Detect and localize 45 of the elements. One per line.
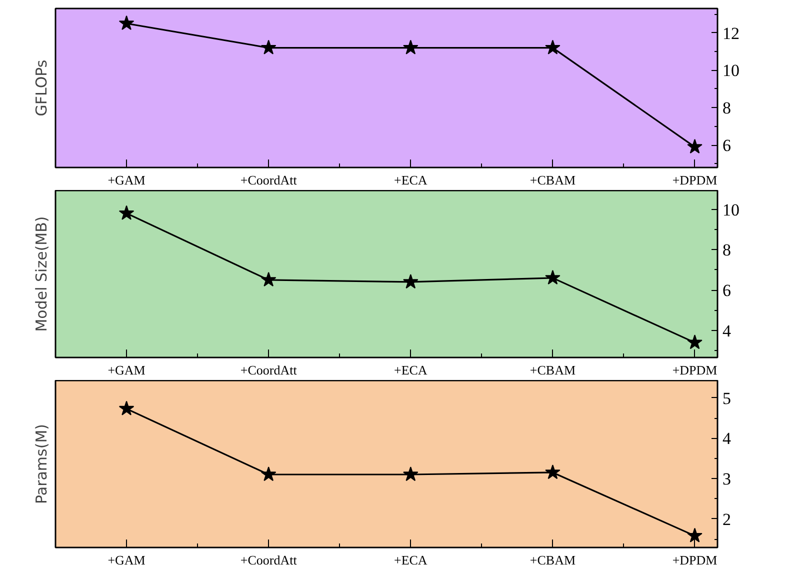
y-axis-title: Model Size(MB) bbox=[32, 216, 50, 332]
y-tick-label: 2 bbox=[722, 510, 731, 529]
point bbox=[260, 272, 276, 287]
point bbox=[260, 466, 276, 482]
point bbox=[118, 400, 134, 416]
point bbox=[260, 40, 276, 54]
point bbox=[687, 138, 702, 154]
x-tick-label: +GAM bbox=[108, 362, 146, 378]
y-tick-label: 12 bbox=[722, 24, 740, 43]
y-tick-label: 10 bbox=[722, 200, 740, 220]
point bbox=[545, 40, 560, 54]
x-tick-label: +CoordAtt bbox=[240, 362, 298, 378]
x-tick-label: +CoordAtt bbox=[240, 172, 298, 188]
y-tick-label: 4 bbox=[722, 321, 732, 340]
x-tick-label: +DPDM bbox=[672, 552, 718, 568]
x-tick-label: +CBAM bbox=[530, 362, 576, 378]
x-tick-label: +ECA bbox=[394, 362, 428, 378]
x-tick-label: +ECA bbox=[394, 172, 428, 188]
y-tick-label: 3 bbox=[722, 470, 731, 489]
point bbox=[118, 15, 134, 30]
x-tick-label: +ECA bbox=[394, 552, 428, 568]
point bbox=[687, 334, 702, 350]
y-tick-label: 8 bbox=[722, 240, 731, 260]
y-tick-label: 6 bbox=[722, 136, 731, 156]
y-tick-label: 10 bbox=[722, 61, 740, 80]
point bbox=[687, 528, 702, 542]
y-tick-label: 4 bbox=[722, 429, 732, 448]
point bbox=[403, 274, 418, 289]
y-tick-label: 6 bbox=[722, 281, 731, 300]
x-tick-label: +GAM bbox=[108, 552, 146, 568]
point bbox=[545, 464, 560, 480]
x-tick-label: +CBAM bbox=[530, 552, 576, 568]
y-axis-title: GFLOPs bbox=[32, 60, 50, 116]
point bbox=[403, 466, 418, 482]
y-tick-label: 8 bbox=[722, 98, 731, 118]
x-tick-label: +DPDM bbox=[672, 362, 718, 378]
x-tick-label: +DPDM bbox=[672, 172, 718, 188]
y-tick-label: 5 bbox=[722, 388, 731, 408]
point bbox=[118, 205, 134, 220]
x-tick-label: +CoordAtt bbox=[240, 552, 298, 568]
x-tick-label: +CBAM bbox=[530, 172, 576, 188]
y-axis-title: Params(M) bbox=[32, 424, 50, 504]
point bbox=[403, 40, 418, 54]
point bbox=[545, 270, 560, 285]
x-tick-label: +GAM bbox=[108, 172, 146, 188]
